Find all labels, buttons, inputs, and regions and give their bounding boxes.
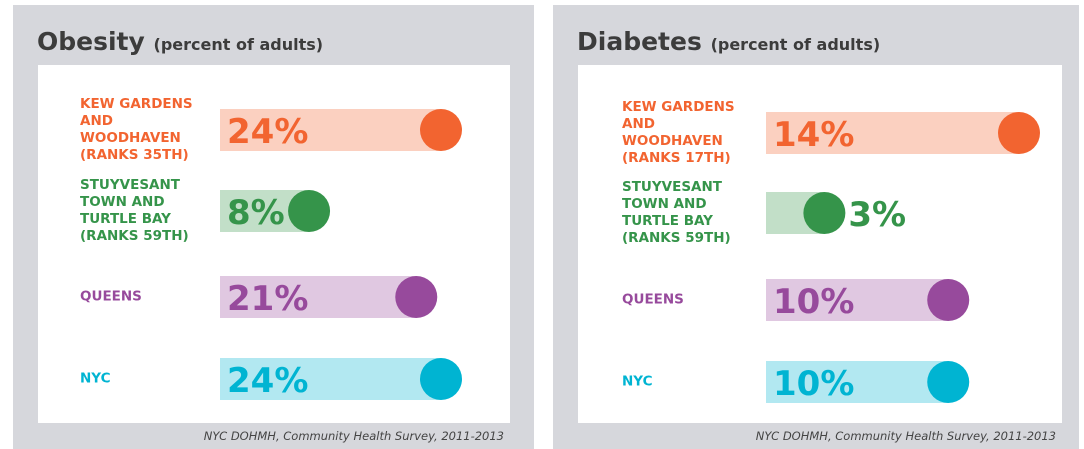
panel-inner (578, 65, 1062, 423)
bar-track (220, 109, 441, 151)
category-label: KEW GARDENS AND WOODHAVEN (RANKS 35TH) (80, 96, 193, 163)
value-label: 14% (773, 115, 854, 155)
value-label: 8% (227, 193, 285, 233)
value-label: 10% (773, 364, 854, 404)
category-label: STUYVESANT TOWN AND TURTLE BAY (RANKS 59… (622, 179, 731, 246)
bar-end-dot (420, 109, 462, 151)
bar-track (766, 112, 1019, 154)
category-label: QUEENS (80, 288, 142, 305)
title-main: Obesity (37, 27, 145, 56)
category-label: KEW GARDENS AND WOODHAVEN (RANKS 17TH) (622, 99, 735, 166)
title-main: Diabetes (577, 27, 702, 56)
bar-end-dot (288, 190, 331, 232)
bar-track (220, 276, 417, 318)
bar-end-dot (927, 361, 970, 403)
bar-end-dot (998, 112, 1040, 154)
bar-track (766, 361, 949, 403)
chart-title: Obesity (percent of adults) (37, 27, 323, 56)
subtitle: (percent of adults) (153, 35, 324, 54)
bar-track (766, 279, 949, 321)
category-label: QUEENS (622, 291, 684, 308)
bar-end-dot (395, 276, 438, 318)
value-label: 24% (227, 112, 308, 152)
chart-title: Diabetes (percent of adults) (577, 27, 880, 56)
category-label: STUYVESANT TOWN AND TURTLE BAY (RANKS 59… (80, 177, 189, 244)
value-label: 21% (227, 279, 308, 319)
subtitle: (percent of adults) (710, 35, 881, 54)
bar-track (220, 358, 441, 400)
bar-end-dot (803, 192, 846, 234)
bar-end-dot (927, 279, 970, 321)
value-label: 10% (773, 282, 854, 322)
value-label: 24% (227, 361, 308, 401)
category-label: NYC (622, 373, 653, 390)
source-note: NYC DOHMH, Community Health Survey, 2011… (755, 429, 1056, 443)
bar-end-dot (420, 358, 462, 400)
value-label: 3% (848, 195, 906, 235)
category-label: NYC (80, 370, 111, 387)
source-note: NYC DOHMH, Community Health Survey, 2011… (203, 429, 504, 443)
